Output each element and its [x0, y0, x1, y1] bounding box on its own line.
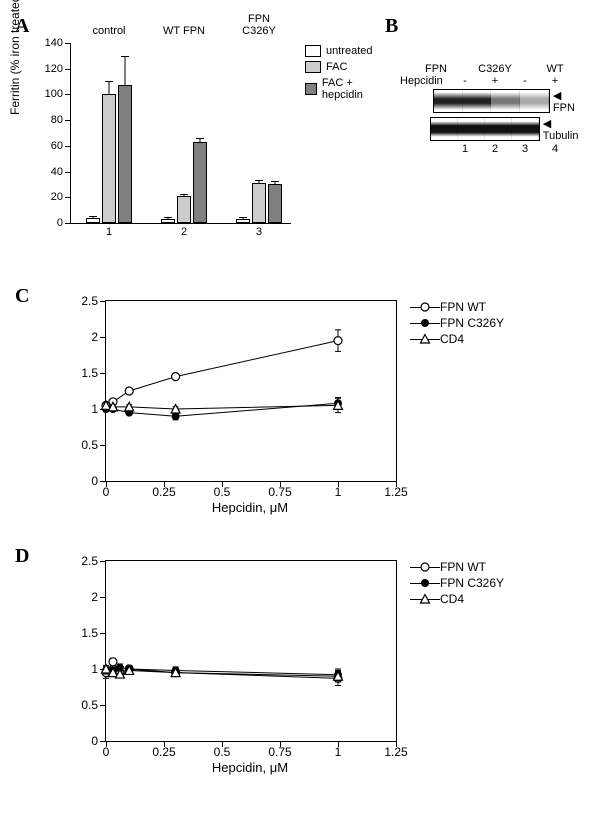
lane-4: 4 — [540, 143, 570, 155]
col-wt: WT — [525, 63, 585, 75]
col-c326y: C326Y — [465, 63, 525, 75]
sign-1: - — [450, 75, 480, 87]
panel-d: D EGFP Fluorescence(relative to the untr… — [15, 545, 575, 795]
fpn-header: FPN — [425, 63, 465, 75]
panel-d-chart: 00.511.522.500.250.50.7511.25 — [105, 560, 397, 742]
panel-c: C B-galactosidase activity(relative to t… — [15, 285, 575, 535]
sign-3: - — [510, 75, 540, 87]
panel-a: A Ferritin (% iron treated control) 0204… — [15, 15, 375, 275]
fpn-blot — [433, 89, 550, 113]
lane-2: 2 — [480, 143, 510, 155]
panel-b: B FPN C326Y WT Hepcidin - + - + ◀ FPN — [385, 15, 585, 155]
panel-c-legend: FPN WTFPN C326YCD4 — [410, 300, 504, 348]
tubulin-blot — [430, 117, 540, 141]
top-row: A Ferritin (% iron treated control) 0204… — [15, 15, 585, 275]
panel-d-label: D — [15, 545, 29, 568]
lane-1: 1 — [450, 143, 480, 155]
panel-c-label: C — [15, 285, 29, 308]
panel-a-legend: untreatedFACFAC + hepcidin — [305, 45, 375, 105]
sign-2: + — [480, 75, 510, 87]
panel-d-xlabel: Hepcidin, μM — [105, 760, 395, 775]
lane-3: 3 — [510, 143, 540, 155]
panel-a-ylabel: Ferritin (% iron treated control) — [8, 0, 22, 115]
hepcidin-row-label: Hepcidin — [400, 75, 450, 87]
tubulin-arrow: ◀ Tubulin — [540, 117, 585, 142]
panel-a-barchart: 0204060801001201401control2WT FPN3FPNC32… — [70, 43, 291, 224]
panel-c-chart: 00.511.522.500.250.50.7511.25 — [105, 300, 397, 482]
panel-b-label: B — [385, 15, 585, 38]
blot-area: FPN C326Y WT Hepcidin - + - + ◀ FPN ◀ Tu… — [385, 63, 585, 155]
panel-c-xlabel: Hepcidin, μM — [105, 500, 395, 515]
fpn-arrow: ◀ FPN — [550, 89, 585, 114]
sign-4: + — [540, 75, 570, 87]
panel-d-legend: FPN WTFPN C326YCD4 — [410, 560, 504, 608]
